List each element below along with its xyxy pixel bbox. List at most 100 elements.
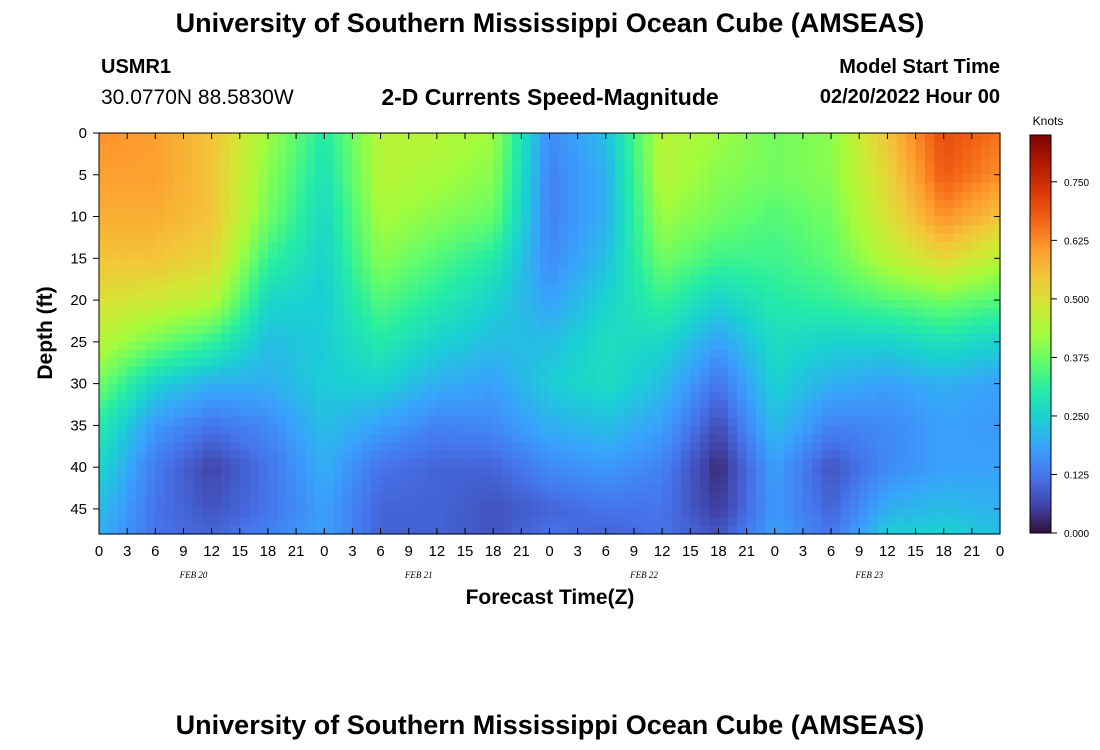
- heatmap-cell: [465, 224, 476, 234]
- heatmap-cell: [183, 483, 194, 493]
- heatmap-cell: [277, 433, 288, 443]
- heatmap-cell: [483, 525, 494, 535]
- heatmap-cell: [802, 308, 813, 318]
- heatmap-cell: [981, 442, 992, 452]
- heatmap-cell: [784, 258, 795, 268]
- heatmap-cell: [511, 133, 522, 142]
- heatmap-cell: [840, 375, 851, 385]
- x-tick-label: 21: [738, 543, 755, 560]
- heatmap-cell: [164, 325, 175, 335]
- heatmap-cell: [530, 383, 541, 393]
- heatmap-cell: [765, 183, 776, 193]
- heatmap-cell: [305, 492, 316, 502]
- heatmap-cell: [239, 325, 250, 335]
- heatmap-cell: [314, 149, 325, 159]
- heatmap-cell: [624, 291, 635, 301]
- heatmap-cell: [324, 216, 335, 226]
- heatmap-cell: [662, 224, 673, 234]
- heatmap-cell: [521, 333, 532, 343]
- heatmap-cell: [314, 208, 325, 218]
- heatmap-cell: [737, 425, 748, 435]
- heatmap-cell: [352, 308, 363, 318]
- heatmap-cell: [971, 517, 982, 527]
- heatmap-cell: [239, 158, 250, 168]
- heatmap-cell: [239, 350, 250, 360]
- heatmap-cell: [662, 525, 673, 535]
- heatmap-cell: [277, 233, 288, 243]
- heatmap-cell: [680, 241, 691, 251]
- heatmap-cell: [887, 333, 898, 343]
- heatmap-cell: [737, 433, 748, 443]
- heatmap-cell: [361, 333, 372, 343]
- heatmap-cell: [812, 333, 823, 343]
- heatmap-cell: [474, 467, 485, 477]
- heatmap-cell: [267, 316, 278, 326]
- heatmap-cell: [671, 291, 682, 301]
- y-axis-label: Depth (ft): [34, 286, 57, 379]
- heatmap-cell: [615, 149, 626, 159]
- heatmap-cell: [164, 525, 175, 535]
- heatmap-cell: [868, 467, 879, 477]
- heatmap-cell: [530, 308, 541, 318]
- heatmap-cell: [784, 308, 795, 318]
- heatmap-cell: [568, 183, 579, 193]
- x-tick-label: 15: [682, 543, 699, 560]
- heatmap-cell: [680, 275, 691, 284]
- heatmap-cell: [249, 325, 260, 335]
- heatmap-cell: [249, 458, 260, 468]
- heatmap-cell: [558, 400, 569, 410]
- heatmap-cell: [831, 366, 842, 376]
- heatmap-cell: [802, 199, 813, 209]
- heatmap-cell: [446, 400, 457, 410]
- heatmap-cell: [821, 174, 832, 184]
- heatmap-cell: [511, 291, 522, 301]
- heatmap-cell: [371, 483, 382, 493]
- heatmap-cell: [540, 308, 551, 318]
- heatmap-cell: [896, 249, 907, 259]
- heatmap-cell: [540, 300, 551, 310]
- heatmap-cell: [709, 300, 720, 310]
- heatmap-cell: [709, 283, 720, 293]
- heatmap-cell: [934, 183, 945, 193]
- heatmap-cell: [164, 333, 175, 343]
- heatmap-cell: [765, 341, 776, 351]
- heatmap-cell: [709, 500, 720, 510]
- heatmap-cell: [615, 158, 626, 168]
- heatmap-cell: [549, 475, 560, 485]
- heatmap-cell: [727, 283, 738, 293]
- heatmap-cell: [136, 450, 147, 460]
- heatmap-cell: [436, 133, 447, 142]
- heatmap-cell: [699, 216, 710, 226]
- heatmap-cell: [840, 133, 851, 142]
- heatmap-cell: [643, 525, 654, 535]
- heatmap-cell: [859, 158, 870, 168]
- heatmap-cell: [934, 475, 945, 485]
- heatmap-cell: [727, 275, 738, 284]
- heatmap-cell: [709, 383, 720, 393]
- heatmap-cell: [465, 266, 476, 276]
- colorbar-tick-label: 0.250: [1064, 412, 1089, 423]
- heatmap-cell: [286, 308, 297, 318]
- x-axis-label: Forecast Time(Z): [466, 586, 635, 609]
- heatmap-cell: [699, 133, 710, 142]
- heatmap-cell: [361, 233, 372, 243]
- heatmap-cell: [408, 492, 419, 502]
- heatmap-cell: [164, 316, 175, 326]
- heatmap-cell: [849, 133, 860, 142]
- heatmap-cell: [558, 492, 569, 502]
- heatmap-cell: [624, 391, 635, 401]
- heatmap-cell: [577, 483, 588, 493]
- heatmap-cell: [239, 166, 250, 176]
- heatmap-cell: [540, 158, 551, 168]
- heatmap-cell: [493, 233, 504, 243]
- heatmap-cell: [971, 191, 982, 201]
- heatmap-cell: [446, 300, 457, 310]
- heatmap-cell: [709, 375, 720, 385]
- x-tick-label: 3: [573, 543, 581, 560]
- heatmap-cell: [296, 166, 307, 176]
- heatmap-cell: [267, 391, 278, 401]
- heatmap-cell: [727, 216, 738, 226]
- station-coords: 30.0770N 88.5830W: [101, 86, 294, 109]
- heatmap-cell: [934, 166, 945, 176]
- heatmap-cell: [831, 166, 842, 176]
